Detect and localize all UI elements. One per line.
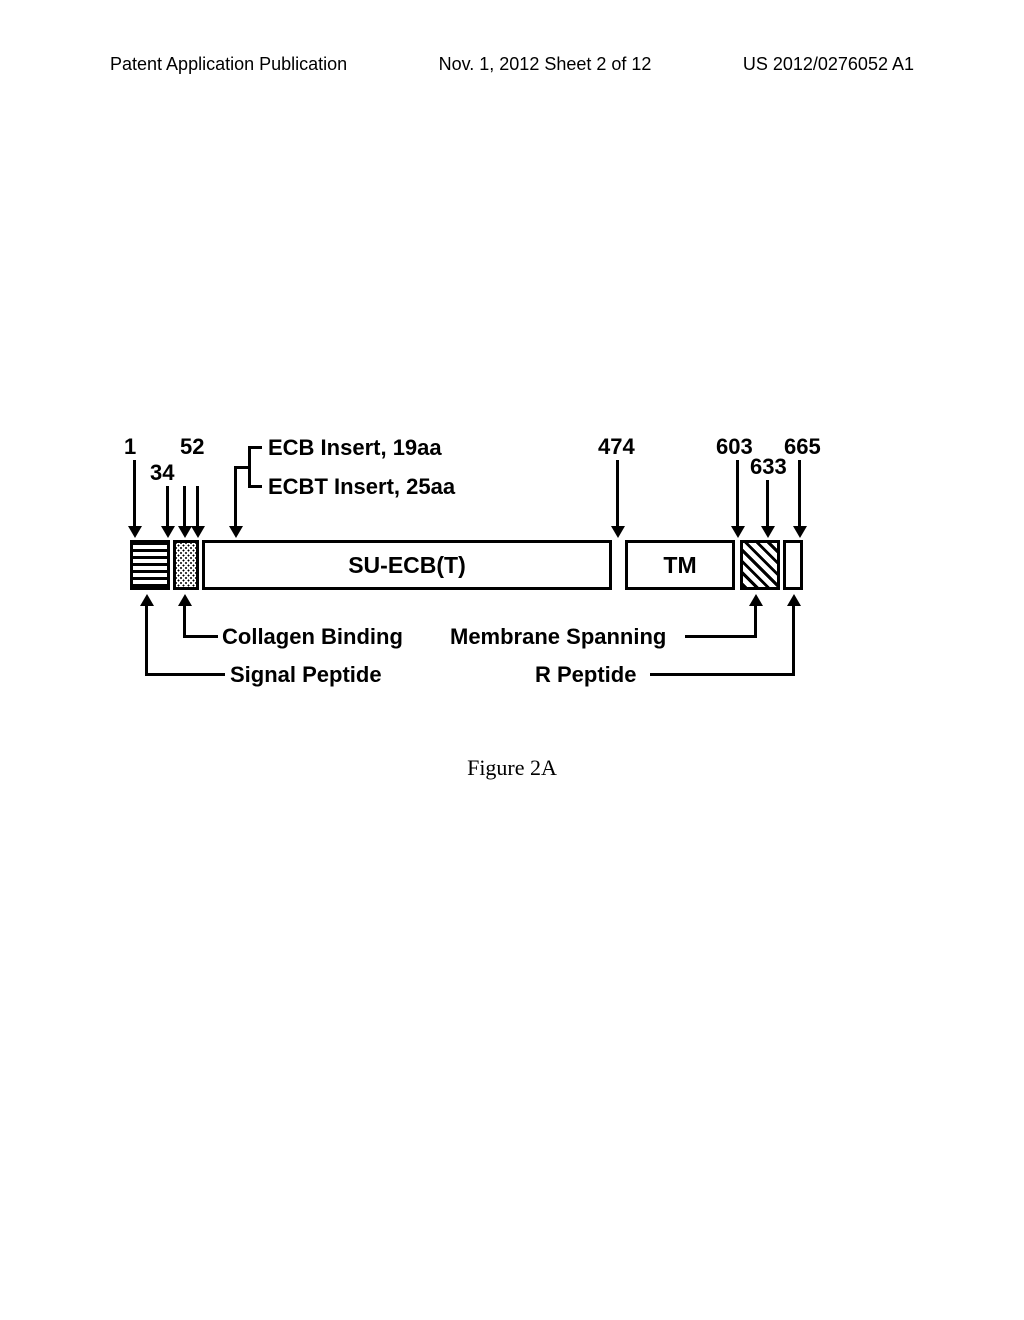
r-peptide-label: R Peptide: [535, 662, 636, 688]
header-right: US 2012/0276052 A1: [743, 54, 914, 75]
pos-474-label: 474: [598, 434, 635, 460]
arrow-stem-52a: [183, 486, 186, 528]
bot-arrow-rpeptide: [787, 594, 801, 606]
pos-1-label: 1: [124, 434, 136, 460]
arrow-head-474: [611, 526, 625, 538]
arrow-stem-52b: [196, 486, 199, 528]
insert-bracket-arm-bot: [248, 485, 262, 488]
protein-bar: SU-ECB(T) TM: [130, 540, 890, 590]
bot-stem-rpeptide: [792, 606, 795, 676]
ecb-insert-label: ECB Insert, 19aa: [268, 435, 442, 461]
bot-stem-signal: [145, 606, 148, 676]
header-center: Nov. 1, 2012 Sheet 2 of 12: [439, 54, 652, 75]
arrow-head-1: [128, 526, 142, 538]
pos-52-label: 52: [180, 434, 204, 460]
insert-bracket-arrowhead: [229, 526, 243, 538]
arrow-stem-633: [766, 480, 769, 528]
arrow-head-665: [793, 526, 807, 538]
segment-collagen-binding: [173, 540, 199, 590]
membrane-spanning-label: Membrane Spanning: [450, 624, 666, 650]
figure-caption: Figure 2A: [0, 755, 1024, 781]
arrow-head-52a: [178, 526, 192, 538]
arrow-stem-665: [798, 460, 801, 528]
pos-34-label: 34: [150, 460, 174, 486]
pos-633-label: 633: [750, 454, 787, 480]
segment-tm: TM: [625, 540, 735, 590]
figure-2a-diagram: 1 34 52 474 603 633 665 ECB Insert, 19aa…: [130, 430, 890, 730]
arrow-head-52b: [191, 526, 205, 538]
segment-membrane-spanning: [740, 540, 780, 590]
tm-block-label: TM: [663, 552, 696, 579]
bot-hline-collagen: [183, 635, 218, 638]
header-left: Patent Application Publication: [110, 54, 347, 75]
bot-arrow-signal: [140, 594, 154, 606]
arrow-stem-34: [166, 486, 169, 528]
signal-peptide-label: Signal Peptide: [230, 662, 382, 688]
bot-arrow-collagen: [178, 594, 192, 606]
bot-stem-membrane: [754, 606, 757, 638]
arrow-stem-603: [736, 460, 739, 528]
ecbt-insert-label: ECBT Insert, 25aa: [268, 474, 455, 500]
pos-603-label: 603: [716, 434, 753, 460]
segment-signal-peptide: [130, 540, 170, 590]
bot-arrow-membrane: [749, 594, 763, 606]
pos-665-label: 665: [784, 434, 821, 460]
insert-bracket-stem: [234, 466, 237, 528]
arrow-head-603: [731, 526, 745, 538]
segment-su-ecbt: SU-ECB(T): [202, 540, 612, 590]
bot-hline-rpeptide: [650, 673, 795, 676]
bot-stem-collagen: [183, 606, 186, 638]
insert-bracket-arm-top: [248, 446, 262, 449]
collagen-binding-label: Collagen Binding: [222, 624, 403, 650]
segment-r-peptide: [783, 540, 803, 590]
bot-hline-signal: [145, 673, 225, 676]
arrow-head-633: [761, 526, 775, 538]
bot-hline-membrane: [685, 635, 757, 638]
arrow-stem-1: [133, 460, 136, 528]
su-block-label: SU-ECB(T): [348, 552, 466, 579]
insert-bracket: [248, 446, 251, 488]
arrow-stem-474: [616, 460, 619, 528]
arrow-head-34: [161, 526, 175, 538]
